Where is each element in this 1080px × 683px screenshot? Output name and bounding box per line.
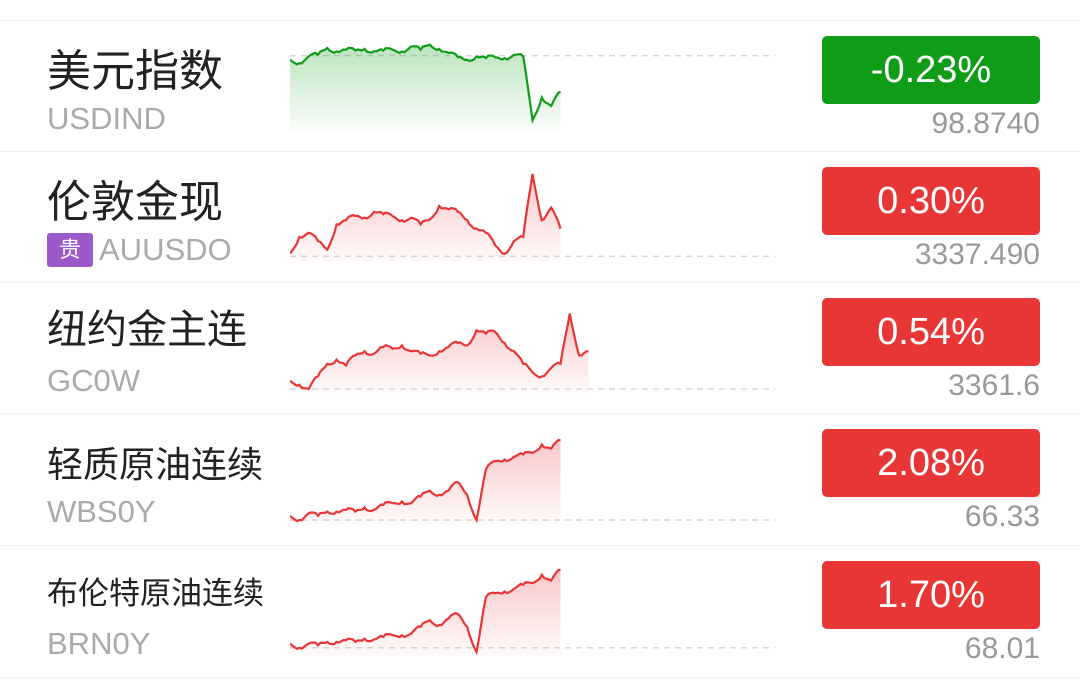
instrument-code-wrap: BRN0Y — [47, 626, 150, 662]
instrument-name: 布伦特原油连续 — [47, 576, 264, 612]
quote-row[interactable]: 纽约金主连 GC0W 0.54% 3361.6 — [0, 282, 1080, 414]
sparkline-area — [290, 569, 561, 656]
instrument-code: BRN0Y — [47, 626, 151, 661]
precious-metal-tag: 贵 — [47, 233, 93, 267]
instrument-name: 轻质原油连续 — [47, 445, 264, 486]
instrument-code-wrap: 贵 AUUSDO — [47, 232, 232, 268]
instrument-code-wrap: WBS0Y — [47, 494, 156, 530]
instrument-name: 纽约金主连 — [47, 307, 247, 353]
instrument-code: WBS0Y — [47, 494, 156, 529]
change-badge[interactable]: -0.23% — [822, 36, 1040, 104]
last-price: 98.8740 — [931, 107, 1040, 140]
last-price: 68.01 — [964, 632, 1040, 665]
instrument-code-wrap: USDIND — [47, 101, 166, 137]
quote-row[interactable]: 布伦特原油连续 BRN0Y 1.70% 68.01 — [0, 545, 1080, 677]
sparkline-chart — [290, 568, 775, 656]
sparkline-chart — [290, 43, 775, 131]
sparkline-area — [290, 313, 589, 393]
sparkline-line — [290, 313, 589, 391]
instrument-name: 美元指数 — [47, 46, 223, 97]
quote-row[interactable]: 轻质原油连续 WBS0Y 2.08% 66.33 — [0, 413, 1080, 545]
change-badge[interactable]: 2.08% — [822, 429, 1040, 497]
sparkline-chart — [290, 173, 775, 262]
quote-row[interactable]: 美元指数 USDIND -0.23% 98.8740 — [0, 20, 1080, 152]
change-badge[interactable]: 0.54% — [822, 298, 1040, 366]
instrument-code: GC0W — [47, 363, 140, 398]
sparkline-area — [290, 44, 561, 131]
sparkline-area — [290, 440, 561, 524]
instrument-name: 伦敦金现 — [47, 177, 223, 228]
instrument-code: AUUSDO — [99, 232, 232, 267]
sparkline-chart — [290, 313, 775, 393]
instrument-code: USDIND — [47, 101, 166, 136]
sparkline-chart — [290, 438, 775, 524]
sparkline-line — [290, 173, 562, 255]
last-price: 66.33 — [964, 500, 1040, 533]
sparkline-line — [290, 568, 561, 656]
sparkline-line — [290, 438, 561, 524]
sparkline-line — [290, 43, 562, 125]
change-badge[interactable]: 1.70% — [822, 561, 1040, 629]
change-badge[interactable]: 0.30% — [822, 167, 1040, 235]
sparkline-area — [290, 174, 561, 262]
instrument-code-wrap: GC0W — [47, 363, 140, 399]
last-price: 3337.490 — [914, 238, 1040, 271]
divider — [0, 677, 1080, 678]
last-price: 3361.6 — [948, 369, 1040, 402]
quote-row[interactable]: 伦敦金现 贵 AUUSDO 0.30% 3337.490 — [0, 151, 1080, 283]
